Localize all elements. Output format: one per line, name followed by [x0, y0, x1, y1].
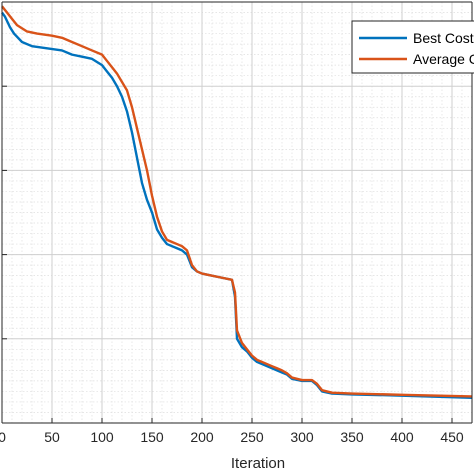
x-tick-label: 350 — [340, 429, 364, 445]
legend-label-1: Average Cost — [413, 51, 474, 67]
x-tick-label: 450 — [440, 429, 464, 445]
x-tick-label: 150 — [140, 429, 164, 445]
x-tick-label: 250 — [240, 429, 264, 445]
legend-box — [351, 20, 474, 74]
x-tick-label: 400 — [390, 429, 414, 445]
x-tick-label: 200 — [190, 429, 214, 445]
series-line-0 — [1, 11, 473, 399]
x-tick-label: 0 — [0, 429, 6, 445]
x-tick-label: 50 — [44, 429, 60, 445]
axes — [1, 1, 473, 424]
x-tick-label: 100 — [90, 429, 114, 445]
x-axis-label: Iteration — [231, 455, 285, 472]
series-layer — [1, 5, 473, 399]
legend-label-0: Best Cost — [413, 30, 474, 46]
x-tick-label: 300 — [290, 429, 314, 445]
series-line-1 — [1, 5, 473, 398]
x-ticks: 0 50 100 150 200 250 300 350 400 450 — [0, 418, 464, 445]
legend[interactable]: Best Cost Average Cost — [351, 20, 474, 74]
